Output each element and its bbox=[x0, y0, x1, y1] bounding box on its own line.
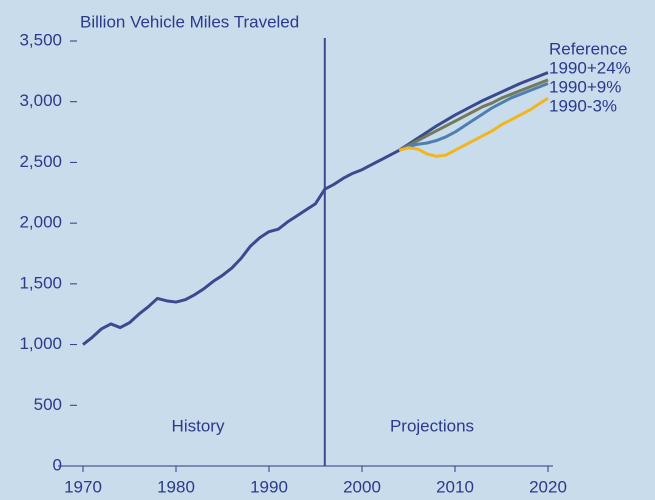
x-tick-label: 2020 bbox=[529, 477, 567, 496]
annotation: History bbox=[172, 416, 225, 435]
x-tick-label: 2010 bbox=[436, 477, 474, 496]
legend-entry: 1990-3% bbox=[549, 96, 617, 115]
series-line bbox=[398, 78, 549, 152]
y-tick-label: 500 bbox=[34, 395, 62, 414]
annotation: Projections bbox=[390, 416, 474, 435]
legend-entry: 1990+24% bbox=[549, 58, 631, 77]
series-line bbox=[82, 71, 549, 346]
series-line bbox=[398, 96, 549, 158]
y-tick-label: 1,500 bbox=[19, 273, 62, 292]
series-line bbox=[398, 82, 549, 152]
x-tick-label: 1990 bbox=[250, 477, 288, 496]
legend-entry: 1990+9% bbox=[549, 77, 621, 96]
y-tick-label: 2,500 bbox=[19, 152, 62, 171]
y-tick-label: 0 bbox=[53, 455, 62, 474]
y-tick-label: 3,000 bbox=[19, 91, 62, 110]
y-tick-label: 3,500 bbox=[19, 30, 62, 49]
chart-title: Billion Vehicle Miles Traveled bbox=[80, 12, 299, 31]
y-tick-label: 2,000 bbox=[19, 213, 62, 232]
x-tick-label: 1970 bbox=[64, 477, 102, 496]
y-tick-label: 1,000 bbox=[19, 334, 62, 353]
legend-entry: Reference bbox=[549, 39, 627, 58]
x-tick-label: 1980 bbox=[157, 477, 195, 496]
x-tick-label: 2000 bbox=[343, 477, 381, 496]
